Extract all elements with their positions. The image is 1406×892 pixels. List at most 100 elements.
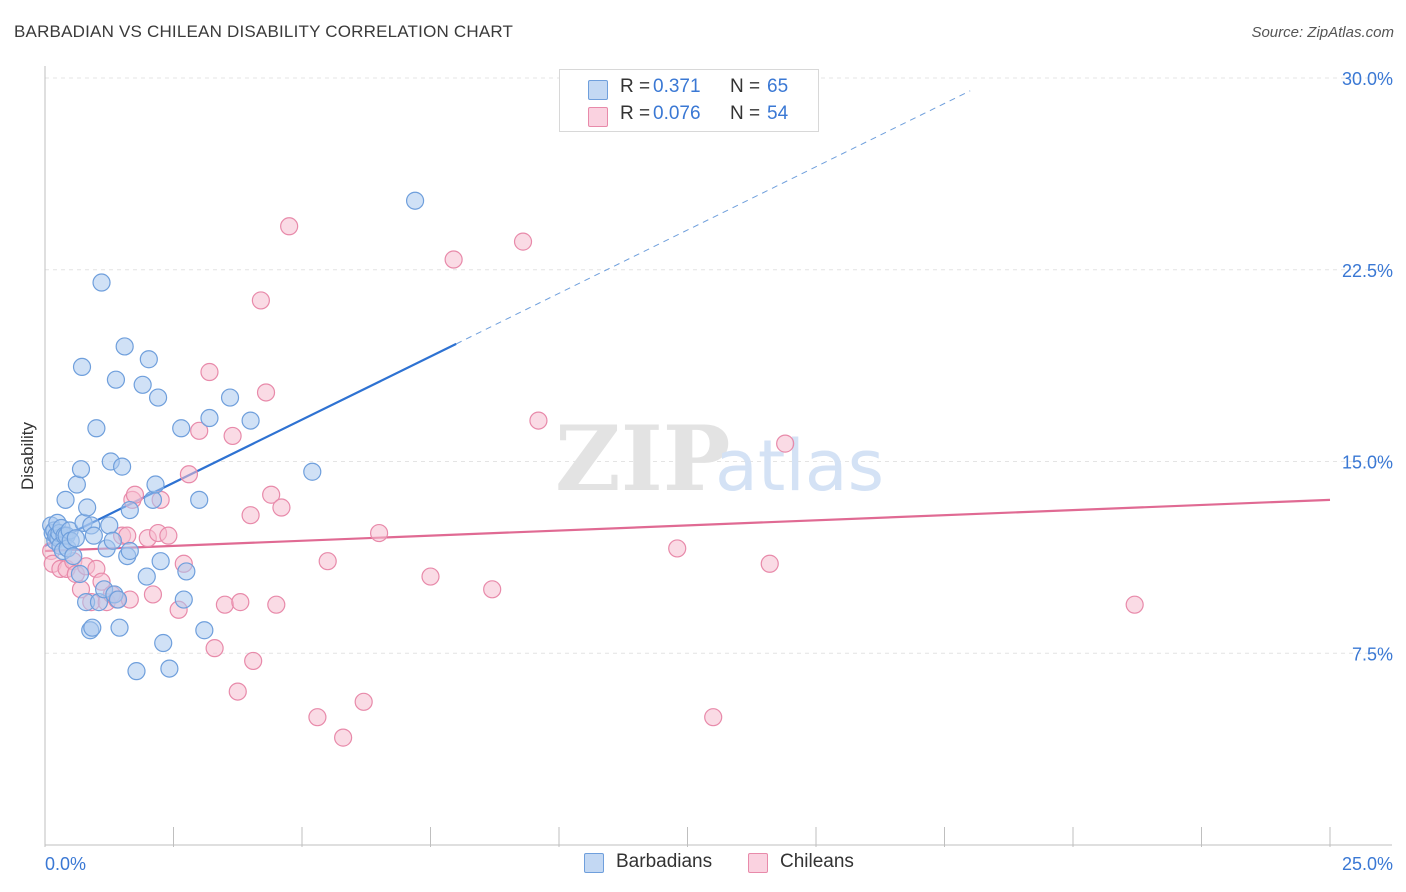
chilean-point: [308, 708, 327, 727]
chilean-point: [370, 523, 389, 543]
grid-lines: [45, 77, 1392, 654]
barbadian-point: [154, 633, 173, 653]
legend-swatch-blue: [588, 80, 608, 100]
chilean-point: [776, 434, 795, 453]
legend-n-label: N =: [730, 76, 761, 97]
chilean-point: [262, 485, 281, 504]
legend-r-label: R =: [620, 76, 651, 97]
chilean-point: [267, 595, 286, 614]
chilean-point: [231, 593, 250, 612]
legend-n-value: 54: [767, 103, 789, 124]
barbadians-trend-extension: [455, 90, 971, 345]
barbadian-point: [84, 526, 103, 545]
legend-label: Barbadians: [616, 851, 713, 872]
chilean-point: [241, 506, 260, 525]
barbadian-point: [172, 419, 191, 438]
barbadian-point: [83, 618, 102, 637]
chilean-point: [215, 595, 234, 614]
barbadian-point: [160, 659, 179, 678]
legend-r-value: 0.371: [653, 76, 701, 97]
chilean-point: [228, 682, 247, 701]
chilean-point: [421, 567, 440, 586]
chilean-point: [272, 498, 291, 517]
barbadian-point: [133, 375, 152, 394]
barbadian-point: [151, 552, 170, 571]
barbadian-point: [66, 529, 85, 548]
trend-lines: [44, 90, 1331, 553]
x-tick-label: 25.0%: [1342, 854, 1393, 874]
legend-swatch-pink: [588, 107, 608, 127]
y-tick-label: 22.5%: [1342, 261, 1393, 281]
legend-swatch-blue: [584, 853, 604, 873]
chilean-point: [668, 539, 687, 558]
barbadian-point: [146, 475, 165, 494]
barbadian-point: [148, 388, 168, 407]
barbadian-point: [110, 618, 129, 637]
barbadian-point: [143, 490, 163, 509]
chilean-point: [244, 651, 263, 671]
barbadian-point: [106, 370, 126, 389]
legend-r-label: R =: [620, 103, 651, 124]
barbadian-point: [56, 490, 75, 509]
barbadian-point: [100, 516, 119, 535]
barbadian-point: [70, 564, 90, 584]
barbadian-point: [139, 350, 158, 369]
chilean-point: [256, 383, 276, 402]
source-label: Source: ZipAtlas.com: [1251, 24, 1394, 41]
legend-label: Chileans: [780, 851, 854, 872]
y-axis-label: Disability: [18, 421, 37, 490]
barbadians-trend-line: [44, 342, 457, 547]
chilean-point: [223, 426, 242, 446]
barbadian-point: [103, 531, 122, 550]
chart-title: BARBADIAN VS CHILEAN DISABILITY CORRELAT…: [14, 22, 514, 41]
barbadian-point: [72, 357, 92, 377]
barbadian-point: [200, 408, 219, 428]
barbadian-point: [71, 460, 91, 479]
barbadian-point: [120, 500, 139, 520]
watermark-zip: ZIP: [555, 406, 730, 512]
chilean-point: [200, 362, 219, 382]
legend-row-chileans: R = 0.076 N = 54: [560, 103, 818, 130]
barbadian-point: [220, 388, 240, 407]
barbadian-point: [174, 590, 193, 609]
barbadian-point: [87, 419, 106, 438]
chilean-point: [354, 692, 373, 711]
chileans-trend-line: [44, 498, 1331, 553]
chilean-point: [205, 639, 224, 658]
barbadian-point: [190, 490, 209, 509]
chilean-point: [318, 552, 337, 571]
barbadian-point: [78, 498, 97, 517]
barbadian-point: [108, 590, 128, 609]
legend-row-barbadians: R = 0.371 N = 65: [560, 76, 818, 103]
chilean-point: [280, 217, 299, 236]
legend-n-value: 65: [767, 76, 789, 97]
chilean-point: [1125, 595, 1144, 614]
barbadian-point: [120, 541, 139, 561]
legend-r-value: 0.076: [653, 103, 701, 124]
y-tick-label: 30.0%: [1342, 69, 1393, 89]
chilean-point: [513, 232, 533, 251]
chilean-point: [760, 554, 779, 573]
correlation-legend: R = 0.371 N = 65 R = 0.076 N = 54: [559, 69, 819, 132]
y-tick-label: 7.5%: [1352, 644, 1393, 664]
barbadian-point: [64, 546, 83, 566]
chilean-point: [704, 708, 723, 727]
barbadian-point: [405, 191, 425, 210]
barbadian-point: [195, 621, 214, 640]
barbadian-point: [92, 273, 111, 292]
chilean-point: [251, 291, 270, 310]
tick-labels: 7.5% 15.0% 22.5% 30.0% 0.0% 25.0%: [45, 69, 1393, 874]
barbadian-point: [112, 457, 132, 476]
watermark-atlas: atlas: [715, 425, 884, 507]
axes: [44, 66, 1392, 847]
chilean-point: [334, 728, 353, 747]
chilean-point: [483, 580, 502, 599]
barbadian-point: [127, 662, 146, 681]
chilean-point: [143, 585, 163, 604]
barbadian-point: [177, 562, 196, 581]
chilean-point: [444, 250, 463, 269]
x-tick-label: 0.0%: [45, 854, 86, 874]
chilean-point: [125, 485, 145, 504]
y-tick-label: 15.0%: [1342, 453, 1393, 473]
chilean-point: [159, 526, 178, 545]
